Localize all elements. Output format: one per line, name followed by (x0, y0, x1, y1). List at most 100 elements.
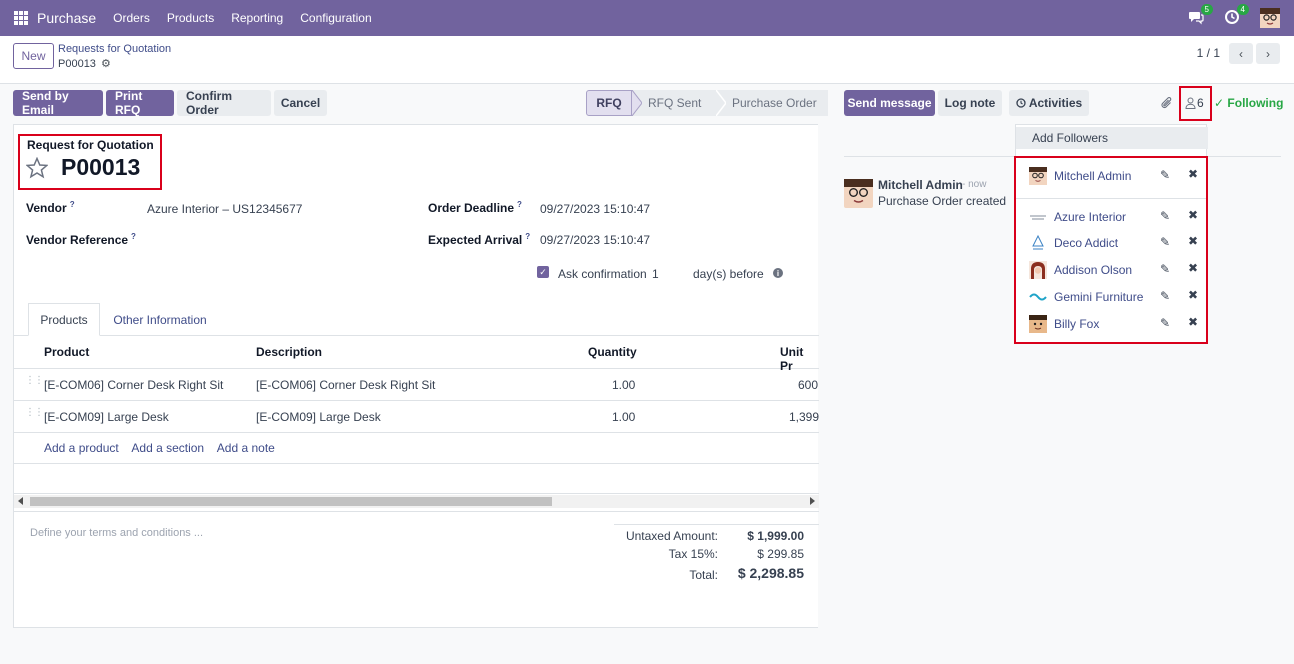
close-icon[interactable]: ✖ (1188, 167, 1199, 181)
cell-description[interactable]: [E-COM06] Corner Desk Right Sit (256, 378, 436, 392)
tab-other-information[interactable]: Other Information (113, 312, 207, 327)
menu-orders[interactable]: Orders (113, 11, 150, 25)
follower-name[interactable]: Deco Addict (1054, 236, 1119, 250)
followers-count[interactable]: 6 (1197, 96, 1204, 110)
cell-quantity[interactable]: 1.00 (612, 410, 636, 424)
tab-products[interactable]: Products (28, 303, 100, 336)
close-icon[interactable]: ✖ (1188, 315, 1199, 329)
log-note-button[interactable]: Log note (938, 90, 1002, 116)
pager-value[interactable]: 1 / 1 (1196, 46, 1220, 60)
col-unit-price[interactable]: Unit Pr (780, 345, 804, 373)
help-tooltip[interactable]: ? (131, 232, 136, 241)
cell-unit-price[interactable]: 1,399 (789, 410, 820, 424)
col-product[interactable]: Product (44, 345, 90, 359)
stage-rfq-sent[interactable]: RFQ Sent (642, 90, 716, 116)
close-icon[interactable]: ✖ (1188, 234, 1199, 248)
close-icon[interactable]: ✖ (1188, 288, 1199, 302)
pager-next-button[interactable]: › (1256, 43, 1280, 64)
drag-handle-icon[interactable]: ⋮⋮ (25, 375, 44, 386)
follower-item[interactable]: Gemini Furniture ✎ ✖ (1015, 284, 1207, 310)
cell-unit-price[interactable]: 600 (798, 378, 819, 392)
terms-and-conditions-field[interactable]: Define your terms and conditions ... (30, 527, 204, 539)
terms-divider (14, 511, 819, 512)
follower-name[interactable]: Addison Olson (1054, 263, 1133, 277)
follower-name[interactable]: Gemini Furniture (1054, 290, 1144, 304)
confirm-order-button[interactable]: Confirm Order (177, 89, 271, 117)
vendor-field[interactable]: Azure Interior – US12345677 (147, 202, 303, 216)
ask-confirmation-checkbox[interactable]: ✓ (537, 266, 549, 278)
send-message-button[interactable]: Send message (844, 90, 935, 116)
print-rfq-button[interactable]: Print RFQ (106, 89, 174, 117)
avatar (1029, 234, 1047, 252)
pencil-icon[interactable]: ✎ (1160, 316, 1171, 330)
avatar (1029, 261, 1047, 279)
follower-item[interactable]: Deco Addict ✎ ✖ (1015, 230, 1207, 256)
untaxed-amount-label: Untaxed Amount: (625, 529, 718, 543)
reminder-days-field[interactable]: 1 (652, 267, 659, 281)
close-icon[interactable]: ✖ (1188, 261, 1199, 275)
activities-button[interactable]: Activities (1009, 90, 1089, 116)
pencil-icon[interactable]: ✎ (1160, 235, 1171, 249)
drag-handle-icon[interactable]: ⋮⋮ (25, 407, 44, 418)
scroll-left-icon[interactable] (18, 497, 23, 505)
new-button[interactable]: New (13, 43, 54, 69)
info-icon[interactable]: i (773, 268, 783, 278)
pencil-icon[interactable]: ✎ (1160, 209, 1171, 223)
follower-name[interactable]: Billy Fox (1054, 317, 1100, 331)
follower-item[interactable]: Mitchell Admin ✎ ✖ (1015, 163, 1207, 189)
check-icon: ✓ (1214, 96, 1225, 110)
cancel-button[interactable]: Cancel (274, 90, 327, 116)
paperclip-icon[interactable] (1160, 96, 1174, 110)
col-quantity[interactable]: Quantity (588, 345, 637, 359)
col-description[interactable]: Description (256, 345, 323, 359)
message-author[interactable]: Mitchell Admin (878, 178, 963, 192)
following-button[interactable]: ✓ Following (1214, 96, 1283, 110)
user-icon[interactable] (1185, 97, 1196, 109)
order-deadline-field[interactable]: 09/27/2023 15:10:47 (540, 202, 651, 216)
table-row[interactable]: ⋮⋮ [E-COM09] Large Desk [E-COM09] Large … (14, 401, 819, 433)
horizontal-scrollbar[interactable] (14, 495, 819, 508)
menu-configuration[interactable]: Configuration (300, 11, 372, 25)
cell-description[interactable]: [E-COM09] Large Desk (256, 410, 381, 424)
help-tooltip[interactable]: ? (525, 232, 531, 241)
order-deadline-label: Order Deadline? (428, 200, 522, 215)
messages-icon[interactable]: 5 (1188, 4, 1213, 27)
help-tooltip[interactable]: ? (69, 200, 75, 209)
avatar[interactable] (844, 179, 873, 208)
expected-arrival-field[interactable]: 09/27/2023 15:10:47 (540, 233, 651, 247)
follower-item[interactable]: Addison Olson ✎ ✖ (1015, 257, 1207, 283)
pencil-icon[interactable]: ✎ (1160, 168, 1171, 182)
add-section-link[interactable]: Add a section (131, 441, 205, 455)
table-row[interactable]: ⋮⋮ [E-COM06] Corner Desk Right Sit [E-CO… (14, 369, 819, 401)
apps-menu-icon[interactable] (14, 11, 28, 25)
close-icon[interactable]: ✖ (1188, 208, 1199, 222)
follower-name[interactable]: Mitchell Admin (1054, 169, 1132, 183)
pencil-icon[interactable]: ✎ (1160, 289, 1171, 303)
star-icon[interactable] (26, 157, 48, 179)
stage-rfq[interactable]: RFQ (586, 90, 632, 116)
title-highlight-box (18, 134, 162, 190)
breadcrumb-parent[interactable]: Requests for Quotation (58, 43, 172, 55)
menu-reporting[interactable]: Reporting (231, 11, 284, 25)
scroll-right-icon[interactable] (810, 497, 815, 505)
follower-name[interactable]: Azure Interior (1054, 210, 1127, 224)
cell-quantity[interactable]: 1.00 (612, 378, 636, 392)
add-note-link[interactable]: Add a note (216, 441, 275, 455)
add-product-link[interactable]: Add a product (44, 441, 119, 455)
gear-icon[interactable]: ⚙ (100, 58, 111, 70)
follower-item[interactable]: Azure Interior ✎ ✖ (1015, 204, 1207, 230)
pencil-icon[interactable]: ✎ (1160, 262, 1171, 276)
help-tooltip[interactable]: ? (517, 200, 522, 209)
add-followers-item[interactable]: Add Followers (1016, 127, 1208, 149)
menu-products[interactable]: Products (166, 11, 215, 25)
user-avatar[interactable] (1260, 8, 1280, 28)
app-brand[interactable]: Purchase (37, 10, 97, 26)
send-by-email-button[interactable]: Send by Email (13, 89, 103, 117)
scrollbar-thumb[interactable] (30, 497, 552, 506)
cell-product[interactable]: [E-COM06] Corner Desk Right Sit (44, 378, 224, 392)
activities-clock-icon[interactable]: 4 (1224, 4, 1249, 27)
stage-purchase-order[interactable]: Purchase Order (726, 90, 828, 116)
pager-previous-button[interactable]: ‹ (1229, 43, 1253, 64)
cell-product[interactable]: [E-COM09] Large Desk (44, 410, 169, 424)
follower-item[interactable]: Billy Fox ✎ ✖ (1015, 311, 1207, 337)
